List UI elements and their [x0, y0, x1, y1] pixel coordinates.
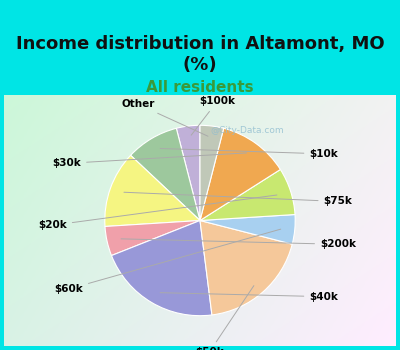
Text: $50k: $50k	[195, 286, 254, 350]
Wedge shape	[200, 125, 224, 220]
Text: $20k: $20k	[38, 195, 277, 230]
Wedge shape	[200, 215, 295, 244]
Wedge shape	[131, 128, 200, 220]
Wedge shape	[200, 169, 295, 220]
Text: $30k: $30k	[52, 153, 246, 168]
Wedge shape	[200, 220, 292, 315]
Text: $40k: $40k	[160, 292, 338, 302]
Wedge shape	[176, 125, 200, 220]
Text: Other: Other	[122, 99, 208, 136]
Text: $100k: $100k	[191, 97, 235, 135]
Wedge shape	[105, 220, 200, 256]
Text: $200k: $200k	[121, 239, 356, 249]
Text: All residents: All residents	[146, 80, 254, 96]
Text: $60k: $60k	[54, 229, 281, 294]
Wedge shape	[200, 128, 280, 220]
Text: @City-Data.com: @City-Data.com	[211, 126, 284, 134]
Text: $75k: $75k	[124, 192, 352, 206]
Wedge shape	[105, 155, 200, 226]
Text: Income distribution in Altamont, MO
(%): Income distribution in Altamont, MO (%)	[16, 35, 384, 74]
Wedge shape	[112, 220, 212, 316]
Text: $10k: $10k	[160, 148, 338, 159]
